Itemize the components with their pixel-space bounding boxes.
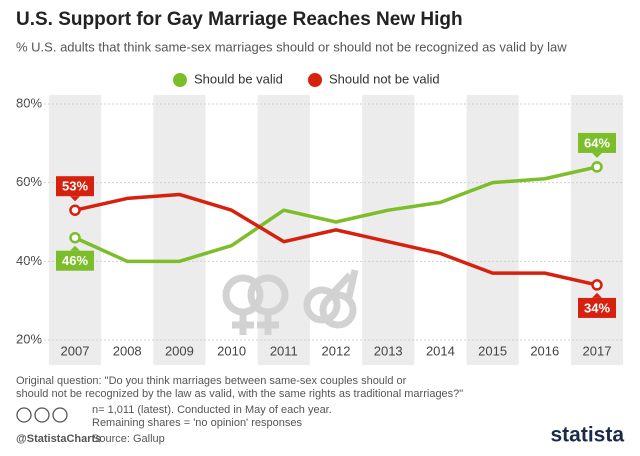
value-label-box (578, 132, 616, 153)
note: should not be recognized by the law as v… (16, 388, 463, 400)
value-label: 53% (62, 179, 88, 194)
value-label-pointer (70, 245, 80, 251)
point (69, 204, 81, 216)
x-tick-label: 2010 (217, 343, 246, 358)
series-line (74, 165, 598, 264)
column-band (466, 95, 519, 365)
x-tick-label: 2012 (322, 343, 351, 358)
x-tick-label: 2008 (113, 343, 142, 358)
point (591, 161, 603, 173)
x-tick-label: 2016 (530, 343, 559, 358)
value-label-box (578, 297, 616, 318)
x-tick-label: 2013 (374, 343, 403, 358)
point (69, 231, 81, 244)
column-band (362, 95, 415, 365)
x-tick-label: 2007 (61, 343, 90, 358)
x-tick-label: 2014 (426, 343, 455, 358)
value-label-pointer (592, 292, 602, 298)
legend-marker (173, 73, 187, 87)
value-label: 34% (584, 300, 610, 315)
handle: @StatistaCharts (16, 433, 101, 445)
legend-label: Should be valid (194, 71, 283, 86)
source: Source: Gallup (92, 433, 165, 445)
x-tick-label: 2017 (583, 343, 612, 358)
logo: statista (550, 424, 624, 447)
y-tick-label: 60% (16, 174, 42, 189)
x-tick-label: 2015 (478, 343, 507, 358)
value-label: 64% (584, 135, 610, 150)
value-label-pointer (70, 196, 80, 202)
value-label-box (56, 250, 94, 271)
legend-label: Should not be valid (329, 71, 440, 86)
chart-title: U.S. Support for Gay Marriage Reaches Ne… (16, 9, 463, 30)
chart-subtitle: % U.S. adults that think same-sex marria… (16, 39, 567, 54)
point (591, 279, 603, 291)
license-icons (16, 407, 68, 423)
note: Original question: "Do you think marriag… (16, 375, 407, 387)
legend-marker (308, 73, 322, 87)
value-label-pointer (592, 152, 602, 158)
column-band (48, 95, 102, 365)
value-label-box (56, 176, 94, 197)
gender-symbols (222, 269, 359, 335)
column-band (153, 95, 206, 365)
x-tick-label: 2011 (270, 343, 298, 358)
x-tick-label: 2009 (165, 343, 194, 358)
series-line (74, 192, 598, 287)
y-tick-label: 20% (16, 331, 42, 346)
details: n= 1,011 (latest). Conducted in May of e… (92, 404, 332, 416)
y-tick-label: 40% (16, 253, 42, 268)
value-label: 46% (62, 253, 88, 268)
y-tick-label: 80% (16, 95, 42, 110)
details: Remaining shares = 'no opinion' response… (92, 417, 302, 429)
